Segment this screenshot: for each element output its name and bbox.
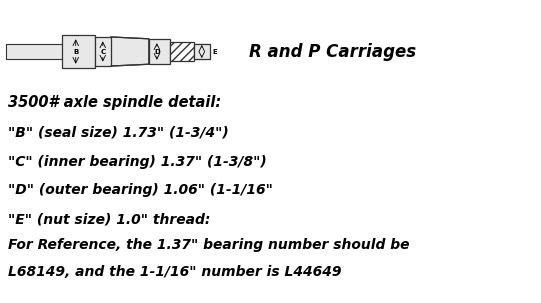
Text: "C" (inner bearing) 1.37" (1-3/8"): "C" (inner bearing) 1.37" (1-3/8") [8,155,267,168]
Bar [6,44,208,59]
Text: E: E [213,48,217,55]
Text: L68149, and the 1-1/16" number is L44649: L68149, and the 1-1/16" number is L44649 [8,265,341,279]
Bar [149,39,170,64]
Text: B: B [73,48,78,55]
Bar [95,37,111,66]
Text: R and P Carriages: R and P Carriages [249,42,416,61]
Text: "B" (seal size) 1.73" (1-3/4"): "B" (seal size) 1.73" (1-3/4") [8,126,229,140]
Bar [62,35,95,68]
Bar [170,42,194,61]
Polygon shape [111,37,149,66]
Text: For Reference, the 1.37" bearing number should be: For Reference, the 1.37" bearing number … [8,238,410,252]
Bar [194,44,210,59]
Text: 3500# axle spindle detail:: 3500# axle spindle detail: [8,95,221,111]
Text: C: C [100,48,105,55]
Text: D: D [154,48,160,55]
Text: "E" (nut size) 1.0" thread:: "E" (nut size) 1.0" thread: [8,212,210,226]
Text: "D" (outer bearing) 1.06" (1-1/16": "D" (outer bearing) 1.06" (1-1/16" [8,183,273,197]
